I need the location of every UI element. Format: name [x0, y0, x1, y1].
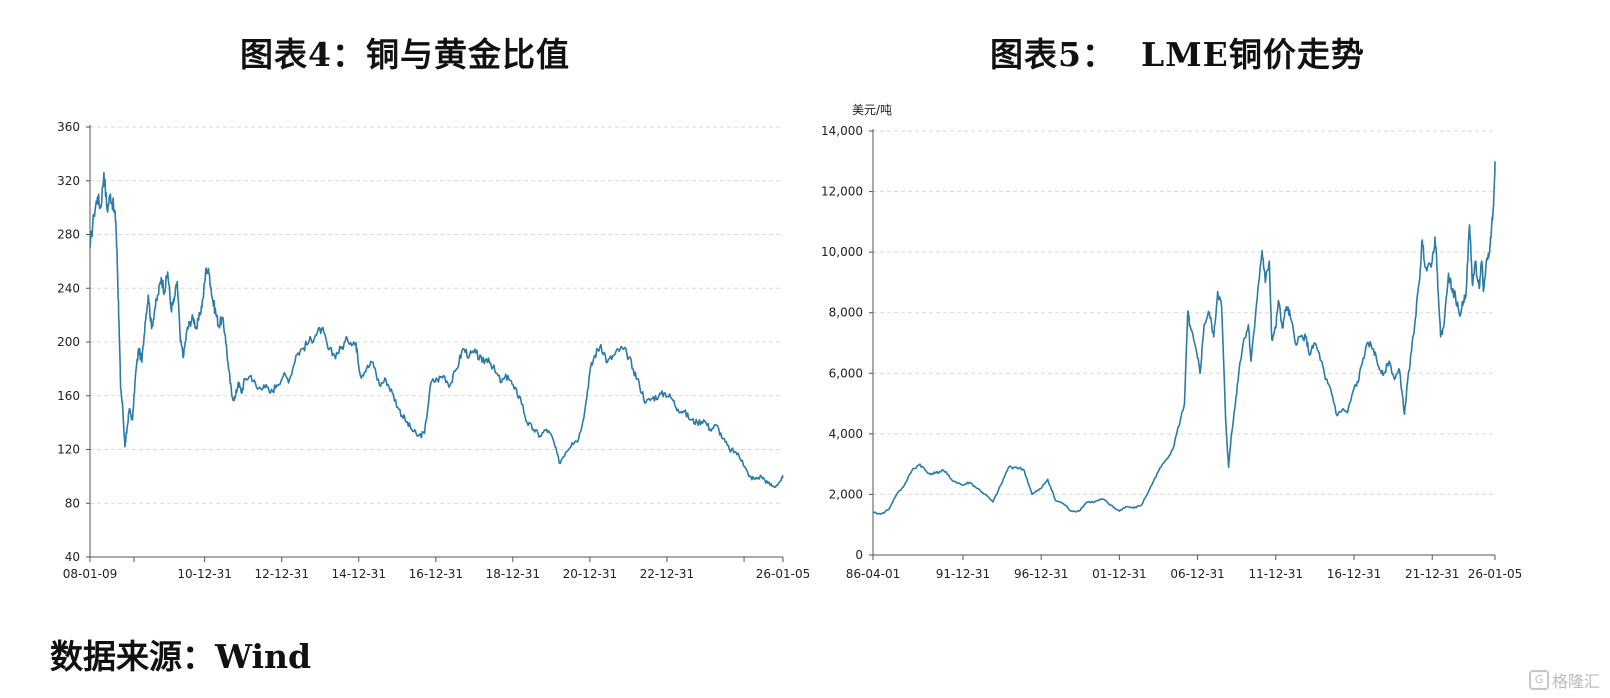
chart-lme-copper-price: 0 2,000 4,000 6,000 8,000 10,000 12,000 14,000 8… [821, 103, 1522, 581]
x-tick-label: 06-12-31 [1170, 567, 1224, 581]
y-tick-label: 160 [57, 389, 80, 403]
x-tick-label: 11-12-31 [1249, 567, 1303, 581]
x-tick-label: 20-12-31 [563, 567, 617, 581]
x-tick-label: 01-12-31 [1092, 567, 1146, 581]
y-tick-label: 320 [57, 174, 80, 188]
series-line [89, 171, 784, 489]
y-tick-label: 14,000 [821, 124, 863, 138]
y-tick-label: 8,000 [829, 306, 863, 320]
x-tick-label: 14-12-31 [331, 567, 385, 581]
chart-copper-gold-ratio: 40 80 120 160 200 240 280 320 360 08-01-09 10-12-3… [57, 120, 810, 581]
x-tick-label: 12-12-31 [254, 567, 308, 581]
y-tick-label: 240 [57, 281, 80, 295]
y-tick-label: 12,000 [821, 185, 863, 199]
y-tick-label: 40 [65, 550, 80, 564]
y-tick-label: 6,000 [829, 366, 863, 380]
watermark-text: 格隆汇 [1551, 672, 1600, 691]
x-tick-label: 96-12-31 [1014, 567, 1068, 581]
y-tick-label: 2,000 [829, 487, 863, 501]
x-tick-label: 91-12-31 [936, 567, 990, 581]
y-unit-label: 美元/吨 [852, 103, 892, 117]
y-tick-label: 10,000 [821, 245, 863, 259]
x-tick-label: 16-12-31 [409, 567, 463, 581]
watermark-logo-icon: G [1528, 670, 1549, 690]
series-line [872, 161, 1496, 515]
y-tick-label: 280 [57, 228, 80, 242]
y-tick-label: 200 [57, 335, 80, 349]
y-tick-label: 4,000 [829, 427, 863, 441]
data-source-note: 数据来源：Wind [50, 637, 312, 676]
x-tick-label: 26-01-05 [1468, 567, 1522, 581]
chart-title-copper-gold-ratio: 图表4：铜与黄金比值 [240, 35, 570, 74]
x-tick-label: 10-12-31 [177, 567, 231, 581]
y-tick-label: 120 [57, 443, 80, 457]
x-tick-label: 16-12-31 [1327, 567, 1381, 581]
x-tick-label: 08-01-09 [63, 567, 117, 581]
y-tick-label: 80 [65, 496, 80, 510]
chart-title-lme-copper: 图表5： LME铜价走势 [990, 35, 1365, 74]
y-tick-label: 360 [57, 120, 80, 134]
watermark: G 格隆汇 [1528, 668, 1600, 692]
y-tick-label: 0 [855, 548, 863, 562]
x-tick-label: 22-12-31 [640, 567, 694, 581]
x-tick-label: 21-12-31 [1405, 567, 1459, 581]
x-tick-label: 26-01-05 [756, 567, 810, 581]
x-tick-label: 18-12-31 [486, 567, 540, 581]
x-tick-label: 86-04-01 [846, 567, 900, 581]
